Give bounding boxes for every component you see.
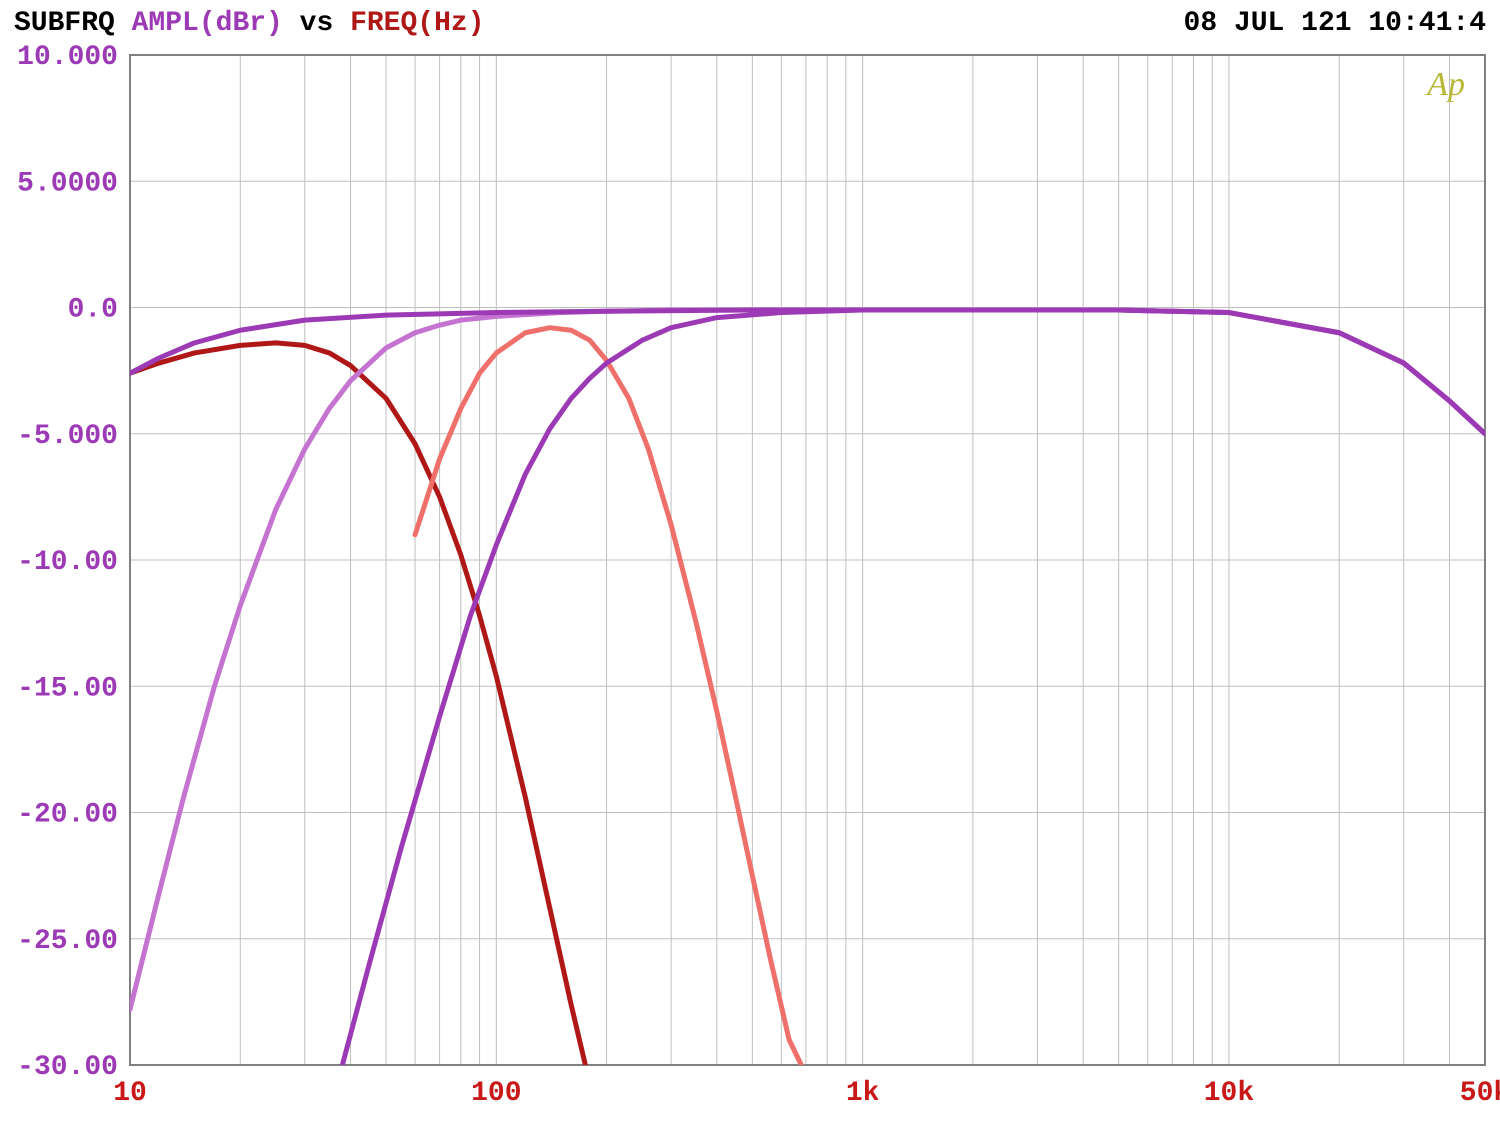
svg-text:-10.00: -10.00 (17, 547, 118, 578)
series-sub-lowpass-salmon (415, 328, 801, 1065)
series-sub-lowpass-red-dark (130, 343, 585, 1065)
series-highpass-violet-light (130, 310, 1485, 1009)
svg-text:-30.00: -30.00 (17, 1052, 118, 1083)
chart-title: SUBFRQ AMPL(dBr) vs FREQ(Hz) (14, 8, 485, 39)
series-highpass-purple-steep (342, 310, 1485, 1065)
title-part2: AMPL(dBr) (132, 8, 283, 39)
title-part4: FREQ(Hz) (350, 8, 484, 39)
series-highpass-purple (130, 310, 1485, 434)
svg-text:-15.00: -15.00 (17, 673, 118, 704)
svg-text:-20.00: -20.00 (17, 800, 118, 831)
svg-text:50k: 50k (1460, 1078, 1500, 1109)
frequency-response-chart: 10 100 1k 10k 50k 10.000 5.0000 0.0 -5.000 -10.00… (0, 0, 1500, 1125)
timestamp: 08 JUL 121 10:41:4 (1184, 8, 1486, 39)
svg-text:10.000: 10.000 (17, 42, 118, 73)
svg-text:0.0: 0.0 (68, 295, 118, 326)
svg-text:1k: 1k (846, 1078, 880, 1109)
svg-text:-25.00: -25.00 (17, 926, 118, 957)
svg-text:-5.000: -5.000 (17, 421, 118, 452)
svg-text:10: 10 (113, 1078, 147, 1109)
svg-text:100: 100 (471, 1078, 521, 1109)
title-part1: SUBFRQ (14, 8, 132, 39)
svg-text:5.0000: 5.0000 (17, 168, 118, 199)
ap-watermark: Ap (1425, 66, 1465, 103)
svg-text:10k: 10k (1204, 1078, 1255, 1109)
title-part3: vs (283, 8, 350, 39)
